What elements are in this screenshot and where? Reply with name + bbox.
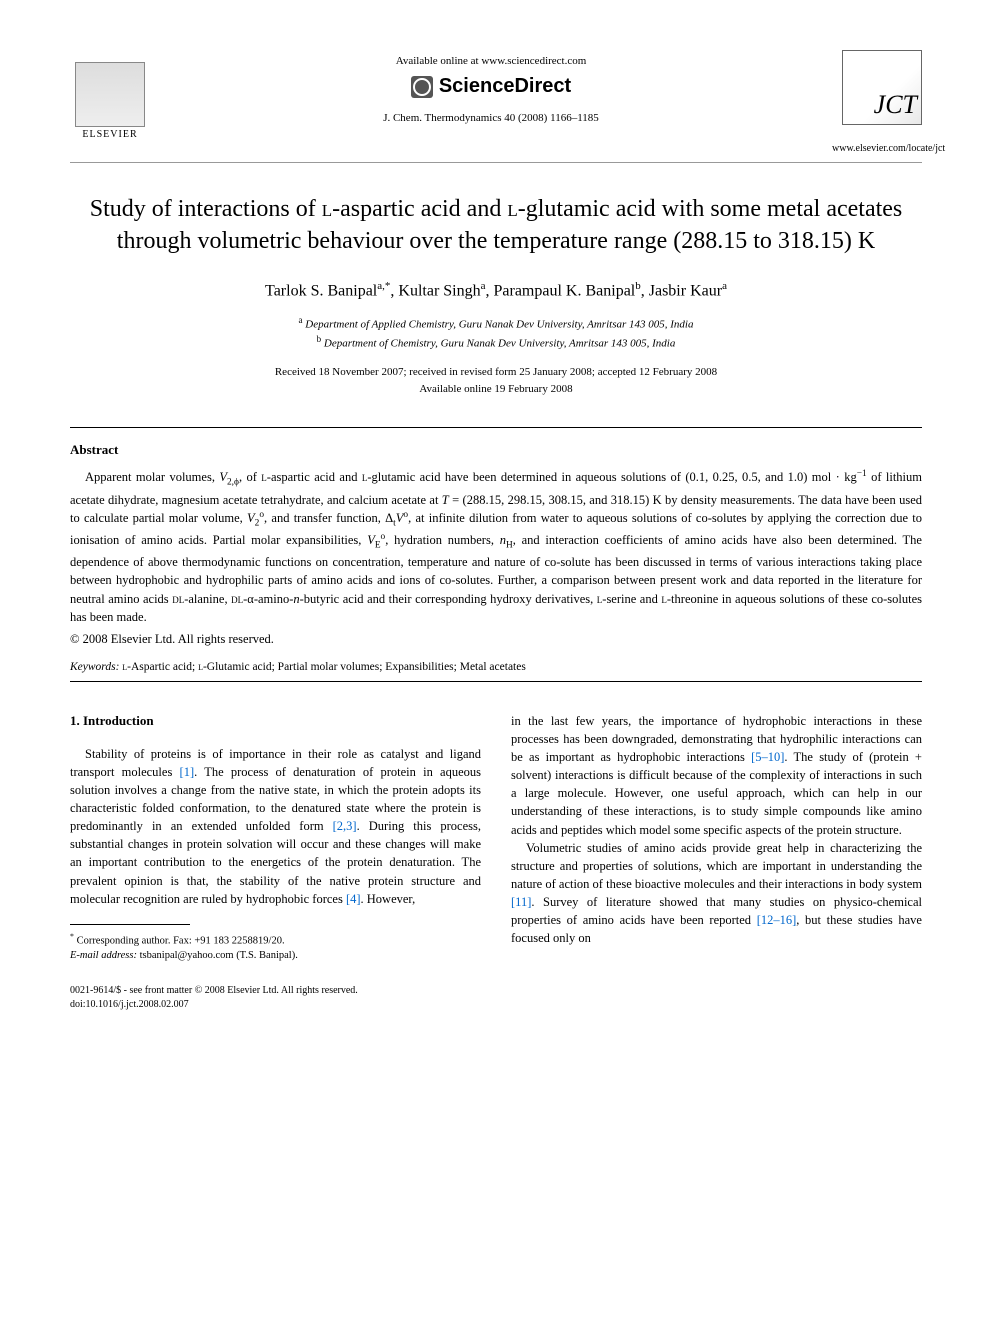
elsevier-tree-icon [75,62,145,127]
author-3: Parampaul K. Banipal [494,282,636,299]
body-columns: 1. Introduction Stability of proteins is… [70,712,922,964]
available-online-text: Available online at www.sciencedirect.co… [150,55,832,67]
header-divider [70,162,922,163]
sciencedirect-icon [411,76,433,98]
intro-para-1: Stability of proteins is of importance i… [70,745,481,908]
elsevier-label: ELSEVIER [82,129,137,140]
intro-para-1-cont: in the last few years, the importance of… [511,712,922,839]
corresponding-author-footnote: * Corresponding author. Fax: +91 183 225… [70,931,481,964]
ref-link-4[interactable]: [4] [346,892,361,906]
ref-link-1[interactable]: [1] [180,765,195,779]
intro-para-2: Volumetric studies of amino acids provid… [511,839,922,948]
abstract-heading: Abstract [70,442,922,458]
authors-list: Tarlok S. Banipala,*, Kultar Singha, Par… [70,280,922,300]
page-footer: 0021-9614/$ - see front matter © 2008 El… [70,984,922,1012]
author-2: Kultar Singh [398,282,480,299]
abstract-copyright: © 2008 Elsevier Ltd. All rights reserved… [70,632,922,647]
abstract-bottom-divider [70,681,922,682]
keywords-label: Keywords: [70,661,122,673]
right-column: in the last few years, the importance of… [511,712,922,964]
journal-url: www.elsevier.com/locate/jct [832,143,922,154]
ref-link-5-10[interactable]: [5–10] [751,750,784,764]
ref-link-12-16[interactable]: [12–16] [757,913,797,927]
journal-logo-block: JCT www.elsevier.com/locate/jct [832,50,922,154]
abstract-body: Apparent molar volumes, V2,ϕ, of l-aspar… [70,468,922,625]
sciencedirect-brand: ScienceDirect [150,75,832,98]
ref-link-11[interactable]: [11] [511,895,531,909]
introduction-heading: 1. Introduction [70,712,481,731]
left-column: 1. Introduction Stability of proteins is… [70,712,481,964]
affiliations: a Department of Applied Chemistry, Guru … [70,314,922,352]
sciencedirect-text: ScienceDirect [439,75,571,98]
page-header: ELSEVIER Available online at www.science… [70,50,922,154]
email-label: E-mail address: [70,950,140,961]
keywords: Keywords: l-Aspartic acid; l-Glutamic ac… [70,661,922,673]
abstract-top-divider [70,427,922,428]
author-4: Jasbir Kaur [649,282,722,299]
journal-reference: J. Chem. Thermodynamics 40 (2008) 1166–1… [150,112,832,124]
email-address[interactable]: tsbanipal@yahoo.com [140,950,234,961]
elsevier-logo: ELSEVIER [70,50,150,140]
jct-logo: JCT [842,50,922,125]
author-1: Tarlok S. Banipal [265,282,377,299]
ref-link-2-3[interactable]: [2,3] [333,819,357,833]
article-title: Study of interactions of l-aspartic acid… [70,193,922,258]
article-dates: Received 18 November 2007; received in r… [70,364,922,397]
center-header: Available online at www.sciencedirect.co… [150,50,832,124]
footnote-divider [70,924,190,925]
